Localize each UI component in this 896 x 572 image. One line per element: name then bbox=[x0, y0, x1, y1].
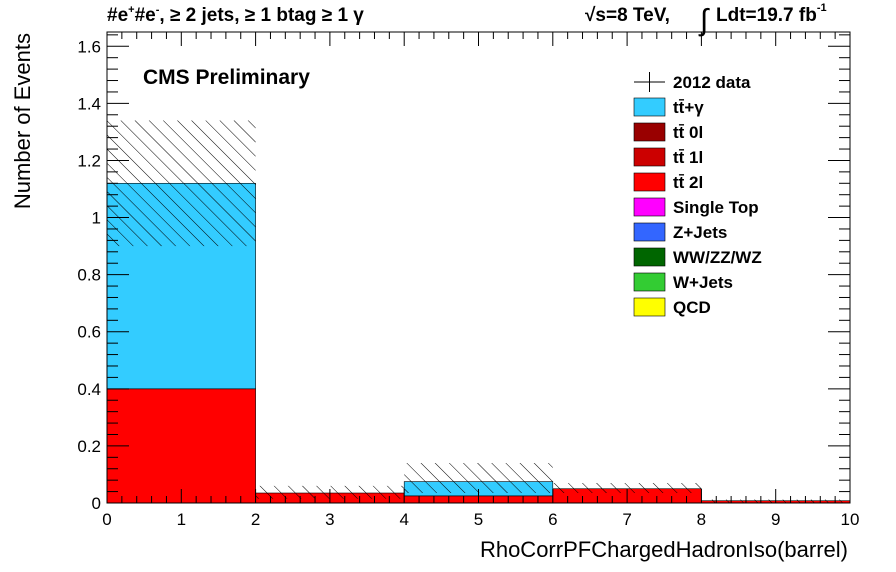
y-tick-label: 1.6 bbox=[77, 37, 101, 56]
legend-label-3: tt̄ 1l bbox=[673, 148, 703, 167]
legend-swatch-2 bbox=[633, 122, 666, 142]
legend-swatch-7 bbox=[633, 247, 666, 267]
x-tick-label: 1 bbox=[177, 510, 186, 529]
x-tick-label: 9 bbox=[771, 510, 780, 529]
bar-series-0-bin-0 bbox=[106, 388, 256, 504]
uncertainty-hatch-bin-3 bbox=[552, 483, 702, 494]
legend-swatch-9 bbox=[633, 297, 666, 317]
cms-preliminary-label: CMS Preliminary bbox=[143, 66, 310, 89]
x-tick-label: 10 bbox=[841, 510, 860, 529]
x-tick-label: 2 bbox=[251, 510, 260, 529]
uncertainty-hatch-bin-2 bbox=[404, 463, 553, 494]
legend-swatch-1 bbox=[633, 97, 666, 117]
y-axis-title: Number of Events bbox=[10, 33, 35, 209]
energy-label: √s=8 TeV, bbox=[585, 5, 670, 26]
legend-label-6: Z+Jets bbox=[673, 223, 727, 242]
y-tick-label: 1 bbox=[92, 209, 101, 228]
legend-label-9: QCD bbox=[673, 298, 711, 317]
x-tick-label: 7 bbox=[622, 510, 631, 529]
legend-label-1: tt̄+γ bbox=[673, 98, 704, 117]
y-tick-label: 0.4 bbox=[77, 380, 101, 399]
channel-header: #e+#e-, ≥ 2 jets, ≥ 1 btag ≥ 1 γ bbox=[107, 4, 364, 26]
x-axis-ticks: 0 1 2 3 4 5 6 7 8 9 10 bbox=[102, 32, 859, 529]
x-tick-label: 5 bbox=[474, 510, 483, 529]
lumi-label: Ldt=19.7 fb-1 bbox=[716, 2, 827, 26]
x-axis-title: RhoCorrPFChargedHadronIso(barrel) bbox=[480, 537, 848, 562]
legend-label-7: WW/ZZ/WZ bbox=[673, 248, 762, 267]
y-tick-label: 1.4 bbox=[77, 94, 101, 113]
y-tick-label: 0.2 bbox=[77, 437, 101, 456]
x-tick-label: 0 bbox=[102, 510, 111, 529]
legend: 2012 data tt̄+γ tt̄ 0l tt̄ 1l tt̄ 2l Single T… bbox=[633, 72, 762, 317]
y-tick-label: 0 bbox=[92, 494, 101, 513]
legend-swatch-4 bbox=[633, 172, 666, 192]
y-axis-ticks: 0 0.2 0.4 0.6 0.8 1 1.2 1.4 1.6 bbox=[77, 34, 850, 513]
legend-swatch-5 bbox=[633, 197, 666, 217]
legend-swatch-3 bbox=[633, 147, 666, 167]
x-tick-label: 8 bbox=[697, 510, 706, 529]
x-tick-label: 6 bbox=[548, 510, 557, 529]
y-tick-label: 0.8 bbox=[77, 266, 101, 285]
legend-swatch-6 bbox=[633, 222, 666, 242]
legend-label-8: W+Jets bbox=[673, 273, 733, 292]
legend-label-5: Single Top bbox=[673, 198, 759, 217]
x-tick-label: 4 bbox=[399, 510, 408, 529]
legend-label-0: 2012 data bbox=[673, 73, 751, 92]
uncertainty-hatch-bin-0 bbox=[107, 120, 256, 247]
legend-label-2: tt̄ 0l bbox=[673, 123, 703, 142]
legend-swatch-8 bbox=[633, 272, 666, 292]
x-tick-label: 3 bbox=[325, 510, 334, 529]
integral-sign: ∫ bbox=[698, 4, 710, 37]
legend-label-4: tt̄ 2l bbox=[673, 173, 703, 192]
y-tick-label: 0.6 bbox=[77, 323, 101, 342]
y-tick-label: 1.2 bbox=[77, 151, 101, 170]
